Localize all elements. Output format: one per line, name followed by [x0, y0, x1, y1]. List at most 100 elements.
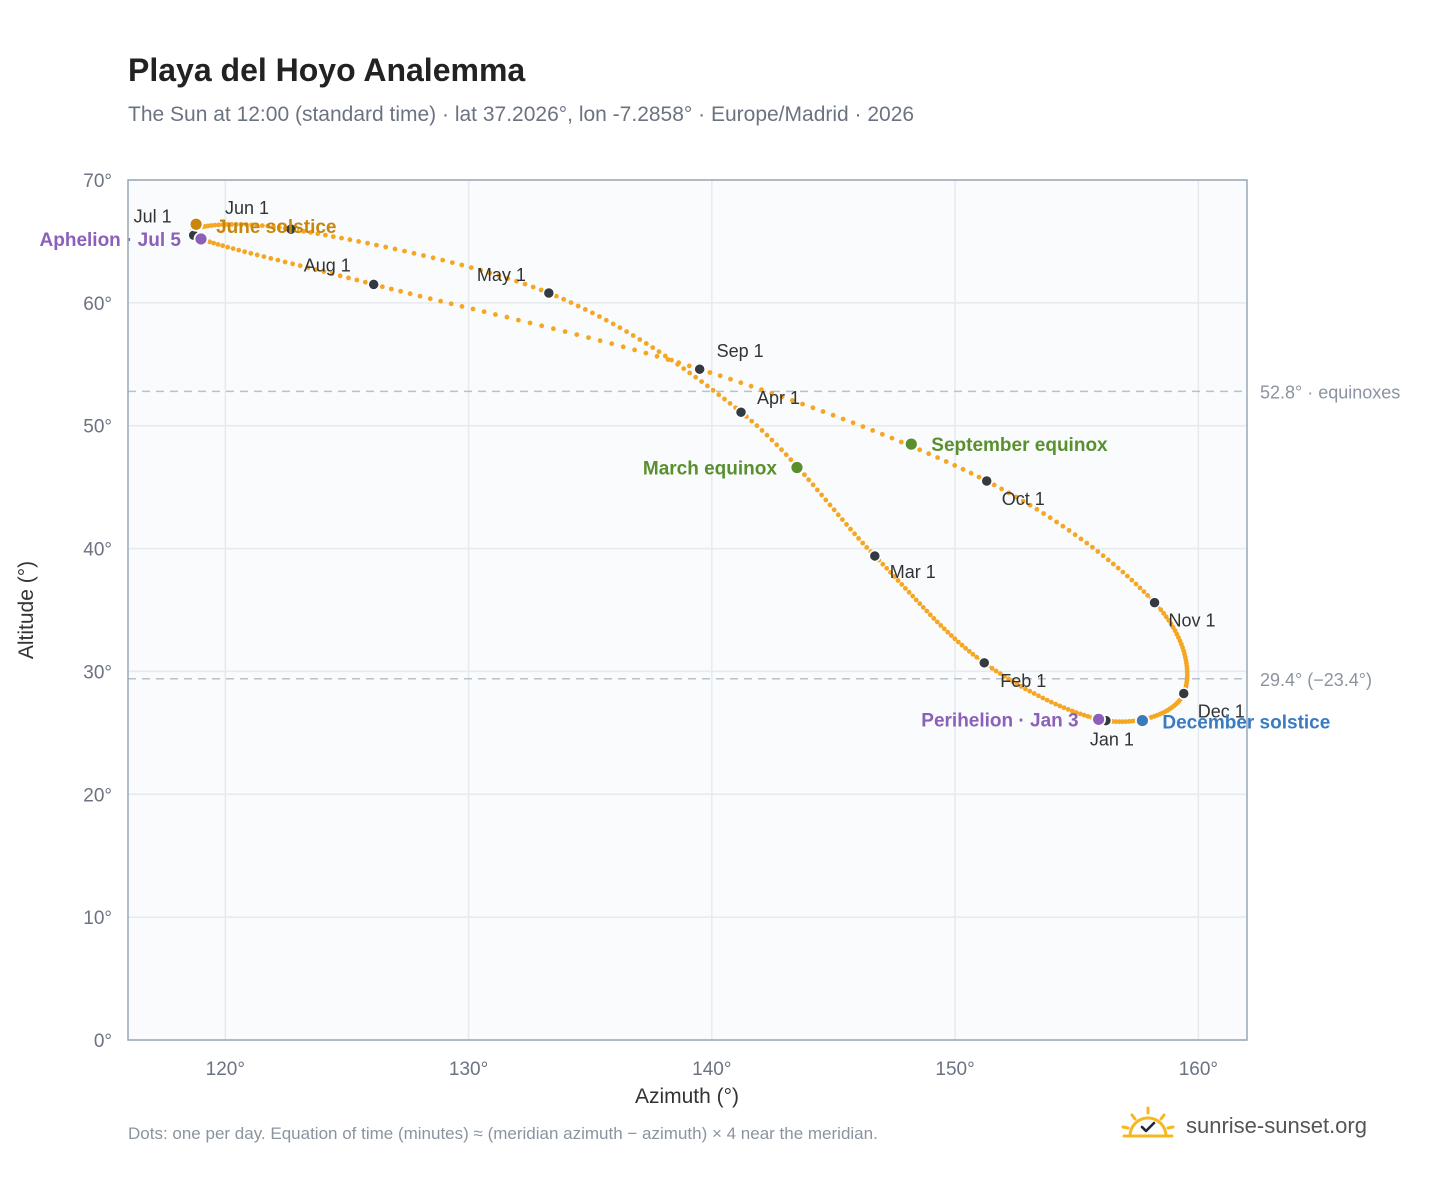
daily-sun-dot [254, 252, 260, 258]
daily-sun-dot [234, 222, 239, 227]
daily-sun-dot [522, 281, 528, 287]
daily-sun-dot [1034, 506, 1040, 512]
daily-sun-dot [624, 329, 629, 334]
daily-sun-dot [459, 304, 465, 309]
daily-sun-dot [1166, 617, 1172, 623]
daily-sun-dot [710, 387, 716, 393]
x-tick-label: 140° [692, 1059, 731, 1080]
axis-ticks: 120° 130° 140° 150° 160° 0° 10° 20° 30° 40° 50° 60°… [83, 171, 1218, 1080]
daily-sun-dot [478, 267, 483, 273]
month-marker [367, 278, 380, 291]
daily-sun-dot [681, 366, 687, 371]
daily-sun-dot [1129, 577, 1135, 583]
daily-sun-dot [889, 435, 895, 441]
daily-sun-dot [383, 244, 389, 250]
daily-sun-dot [895, 578, 901, 583]
daily-sun-dot [329, 271, 335, 277]
daily-sun-dot [1077, 711, 1083, 717]
daily-sun-dot [449, 260, 455, 265]
daily-sun-dot [1090, 544, 1095, 550]
daily-sun-dot [991, 482, 997, 488]
daily-sun-dot [802, 472, 807, 478]
daily-sun-dot [769, 437, 775, 443]
daily-sun-dot [989, 665, 995, 671]
daily-sun-dot [827, 502, 833, 508]
daily-sun-dot [891, 574, 897, 579]
daily-sun-dot [943, 459, 949, 464]
brand-logo[interactable]: sunrise-sunset.org [1120, 1104, 1367, 1148]
daily-sun-dot [860, 540, 866, 546]
daily-sun-dot [374, 242, 379, 248]
daily-sun-dot [356, 239, 361, 244]
daily-sun-dot [1069, 708, 1075, 714]
reference-line-label: 52.8° · equinoxes [1260, 382, 1400, 402]
y-tick-label: 50° [83, 417, 112, 438]
month-label: Aug 1 [304, 255, 351, 275]
daily-sun-dot [997, 671, 1003, 676]
daily-sun-dot [539, 323, 545, 329]
daily-sun-dot [749, 418, 755, 424]
daily-sun-dot [1054, 519, 1059, 525]
x-tick-label: 130° [449, 1059, 488, 1080]
daily-sun-dot [952, 636, 958, 642]
event-marker [1134, 713, 1150, 728]
daily-sun-dot [259, 223, 265, 229]
daily-sun-dot [468, 265, 474, 270]
daily-sun-dot [402, 248, 407, 254]
daily-sun-dot [1031, 691, 1037, 696]
daily-sun-dot [265, 223, 271, 229]
daily-sun-dot [840, 517, 845, 522]
daily-sun-dot [249, 222, 254, 228]
daily-sun-dot [617, 325, 623, 331]
daily-sun-dot [819, 492, 824, 498]
daily-sun-dot [346, 275, 351, 281]
daily-sun-dot [643, 350, 649, 356]
daily-sun-dot [1163, 614, 1169, 620]
daily-sun-dot [1014, 681, 1020, 687]
daily-sun-dot [207, 239, 213, 245]
daily-sun-dot [582, 307, 588, 312]
daily-sun-dot [362, 279, 368, 285]
daily-sun-dot [656, 349, 662, 355]
daily-sun-dot [774, 442, 780, 448]
daily-sun-dot [1120, 719, 1126, 725]
month-marker [693, 362, 706, 376]
x-tick-label: 150° [935, 1059, 974, 1080]
y-tick-label: 40° [83, 540, 112, 561]
daily-sun-dot [430, 255, 436, 261]
daily-sun-dot [229, 222, 235, 227]
daily-sun-dot [215, 242, 221, 247]
daily-sun-dot [1006, 676, 1011, 682]
daily-sun-dot [553, 293, 559, 299]
daily-sun-dot [856, 536, 861, 541]
daily-sun-dot [860, 424, 866, 429]
event-label: June solstice [216, 217, 336, 238]
daily-sun-dot [242, 249, 248, 255]
daily-sun-dot [220, 243, 226, 249]
month-label: Jan 1 [1090, 730, 1134, 750]
event-label: Perihelion · Jan 3 [921, 710, 1078, 731]
daily-sun-dot [481, 309, 487, 315]
daily-sun-dot [212, 222, 218, 228]
daily-sun-dot [603, 317, 609, 323]
daily-sun-dot [931, 616, 937, 621]
daily-sun-dot [913, 597, 919, 603]
daily-sun-dot [354, 277, 360, 283]
daily-sun-dot [448, 301, 454, 307]
daily-sun-dot [759, 428, 765, 433]
month-marker [734, 405, 748, 419]
daily-sun-dot [707, 370, 713, 375]
daily-sun-dot [727, 401, 733, 406]
daily-sun-dot [676, 360, 682, 366]
daily-sun-dot [790, 398, 795, 403]
daily-sun-dot [800, 401, 805, 407]
daily-sun-dot [852, 531, 857, 537]
daily-sun-dot [1158, 607, 1164, 613]
sun-logo-icon [1121, 1106, 1175, 1138]
daily-sun-dot [1137, 585, 1143, 591]
daily-sun-dot [728, 376, 733, 382]
daily-sun-dot [823, 497, 829, 503]
daily-sun-dot [1105, 557, 1111, 563]
daily-sun-dot [388, 286, 394, 292]
daily-sun-dot [779, 447, 784, 453]
